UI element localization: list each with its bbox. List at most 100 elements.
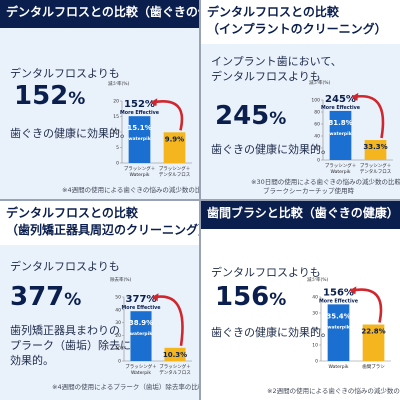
- header-line: デンタルフロスとの比較（歯ぐきの健康）: [6, 5, 199, 19]
- bar-comparison: [364, 140, 387, 160]
- y-tick-label: 100: [311, 98, 320, 104]
- y-tick-label: 20: [115, 333, 121, 339]
- bar-waterpik: [130, 311, 152, 361]
- y-tick-label: 80: [314, 110, 320, 116]
- bar-comparison: [164, 347, 186, 361]
- bar-waterpik: [128, 116, 151, 163]
- big-value: 377: [10, 282, 65, 312]
- bar-value-label: 10.3%: [163, 351, 187, 359]
- panel-body: デンタルフロスよりも 156% 歯ぐきの健康に効果的。 減少率(%) 0 10 20 3…: [201, 229, 400, 400]
- footnote: ブラークシーカーチップ使用時: [263, 187, 354, 195]
- bar-comparison: [163, 132, 186, 163]
- y-tick-label: 40: [314, 134, 320, 140]
- category-label: ブラッシング＋: [360, 162, 392, 169]
- brand-label: waterpik: [130, 331, 153, 337]
- y-tick-label: 20: [113, 99, 119, 105]
- bar-waterpik: [327, 304, 350, 361]
- bar-value-label: 9.9%: [165, 135, 184, 143]
- intro-text: デンタルフロスよりも: [211, 266, 321, 279]
- header-line: デンタルフロスとの比較: [207, 5, 339, 19]
- bar-comparison: [362, 324, 385, 361]
- y-tick-label: 50: [115, 295, 121, 301]
- sub-text: 効果的。: [10, 354, 54, 367]
- comparison-arrowhead: [349, 286, 357, 295]
- comparison-label: 245%: [325, 94, 356, 105]
- bar-chart: 除去率(%)0102030405038.9%waterpikブラッシング＋Wat…: [110, 276, 192, 376]
- y-tick-label: 0: [317, 158, 320, 164]
- bar-waterpik: [329, 110, 352, 160]
- panel-gum-health-vs-floss: デンタルフロスとの比較（歯ぐきの健康） デンタルフロスよりも 152% 歯ぐきの…: [0, 0, 199, 199]
- y-axis-label: 減少率(%): [108, 80, 130, 87]
- y-tick-label: 10: [312, 343, 318, 349]
- sub-text: 歯ぐきの健康に効果的。: [211, 326, 332, 339]
- sub-text: プラーク（歯垢）除去に: [10, 339, 131, 352]
- comparison-arrow: [352, 288, 383, 323]
- big-value: 152: [14, 81, 69, 111]
- footnote: ※30日間の使用による歯ぐきの悩みの減少数の比較、: [251, 178, 400, 186]
- y-tick-label: 5: [116, 145, 119, 151]
- category-label: 歯間ブラシ: [362, 363, 385, 370]
- comparison-arrowhead: [351, 92, 359, 101]
- y-tick-label: 10: [113, 130, 119, 136]
- comparison-arrow: [154, 295, 184, 347]
- panel-body: デンタルフロスよりも 152% 歯ぐきの健康に効果的。 減少率(%) 0 5 10 15…: [0, 28, 199, 199]
- panel-body: インプラント歯において、 デンタルフロスよりも 245% 歯ぐきの健康に効果的。…: [201, 44, 400, 199]
- y-tick-label: 40: [312, 295, 318, 301]
- panel-gum-health-vs-interdental-brush: 歯間ブラシと比較（歯ぐきの健康） デンタルフロスよりも 156% 歯ぐきの健康に…: [201, 201, 400, 400]
- y-tick-label: 40: [115, 307, 121, 313]
- bar-chart: 減少率(%) 0 10 20 30 40 35.4% waterpik Waterpik 22.8…: [307, 276, 391, 370]
- category-label: Waterpik: [328, 364, 348, 370]
- bar-value-label: 33.3%: [363, 143, 387, 151]
- y-tick-label: 15: [113, 114, 119, 120]
- big-unit: %: [269, 290, 287, 310]
- brand-label: waterpik: [327, 324, 350, 330]
- y-tick-label: 0: [315, 359, 318, 365]
- y-axis-label: 除去率(%): [110, 276, 132, 283]
- panel-body: デンタルフロスよりも 377% 歯列矯正器具まわりの プラーク（歯垢）除去に 効…: [0, 245, 199, 400]
- header-line: （インプラントのクリーニング）: [207, 22, 387, 36]
- header-line: （歯列矯正器具周辺のクリーニング）: [6, 223, 199, 237]
- bar-chart: 減少率(%)02040608010081.8%waterpikブラッシング＋Wa…: [309, 79, 393, 175]
- big-percentage: 245%: [215, 102, 286, 133]
- category-label: デンタルフロス: [159, 369, 191, 376]
- comparison-arrowhead: [151, 293, 159, 302]
- big-value: 245: [215, 101, 270, 131]
- y-tick-label: 60: [314, 122, 320, 128]
- bar-chart: 減少率(%) 0 5 10 15 20 15.1% waterpik ブラッシング＋Waterp…: [108, 80, 192, 178]
- category-label: ブラッシング＋: [125, 363, 157, 370]
- panel-header: デンタルフロスとの比較（歯ぐきの健康）: [0, 0, 199, 28]
- bar-value-label: 81.8%: [328, 119, 352, 127]
- comparison-label: 377%: [126, 294, 157, 305]
- category-label: Waterpik: [129, 172, 149, 178]
- bar-value-label: 15.1%: [127, 124, 151, 132]
- category-label: デンタルフロス: [360, 168, 392, 175]
- bar-value-label: 22.8%: [361, 328, 385, 336]
- y-tick-label: 0: [116, 161, 119, 167]
- comparison-caption: More Effective: [120, 110, 160, 116]
- brand-label: waterpik: [128, 136, 151, 142]
- comparison-caption: More Effective: [319, 298, 359, 304]
- big-unit: %: [64, 290, 82, 310]
- panel-orthodontic-cleaning: デンタルフロスとの比較 （歯列矯正器具周辺のクリーニング） デンタルフロスよりも…: [0, 201, 199, 400]
- comparison-arrow: [153, 100, 184, 131]
- big-percentage: 152%: [14, 82, 85, 113]
- big-unit: %: [68, 89, 86, 109]
- category-label: ブラッシング＋: [159, 363, 191, 370]
- category-label: Waterpik: [330, 169, 350, 175]
- footnote: ※4週間の使用によるプラーク（歯垢）除去率の比較: [52, 383, 199, 391]
- comparison-arrow: [354, 94, 385, 139]
- comparison-caption: More Effective: [122, 305, 162, 311]
- footnote: ※4週間の使用による歯ぐきの悩みの減少数の比較: [62, 186, 199, 194]
- horizontal-divider: [0, 199, 400, 201]
- comparison-label: 152%: [124, 99, 155, 110]
- comparison-arrowhead: [150, 98, 158, 107]
- big-value: 156: [215, 282, 270, 312]
- y-tick-label: 30: [115, 320, 121, 326]
- big-percentage: 156%: [215, 283, 286, 314]
- y-tick-label: 10: [115, 346, 121, 352]
- category-label: ブラッシング＋: [325, 162, 357, 169]
- category-label: ブラッシング＋: [124, 165, 156, 172]
- intro-text: インプラント歯において、: [211, 55, 342, 68]
- panel-implant-cleaning: デンタルフロスとの比較 （インプラントのクリーニング） インプラント歯において、…: [201, 0, 400, 199]
